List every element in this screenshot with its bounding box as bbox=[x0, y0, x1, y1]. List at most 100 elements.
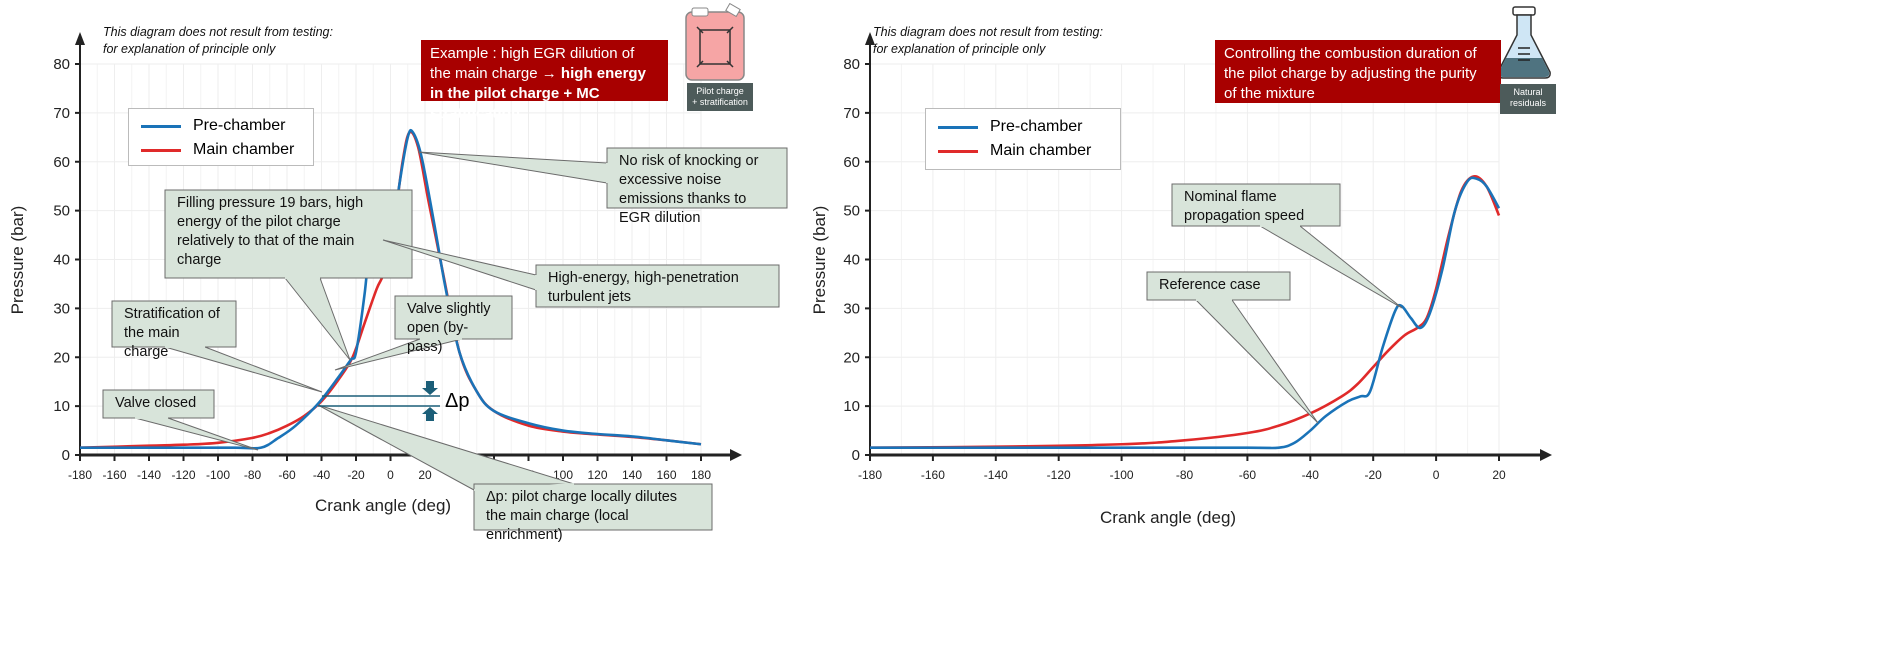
callout-pointer bbox=[382, 239, 537, 291]
callout-pointer bbox=[164, 346, 323, 393]
note-line: This diagram does not result from testin… bbox=[873, 25, 1103, 39]
caption-line: Pilot charge bbox=[696, 86, 744, 96]
jerrycan-icon bbox=[685, 2, 745, 81]
y-tick-label: 30 bbox=[53, 300, 70, 317]
callout-box bbox=[111, 300, 237, 348]
x-tick-label: 100 bbox=[553, 468, 573, 482]
red-box-bold-text: high energy in the pilot charge + MC str… bbox=[430, 65, 646, 122]
y-axis-arrow-icon bbox=[865, 32, 875, 45]
x-tick-label: 0 bbox=[1433, 468, 1440, 482]
y-tick-label: 50 bbox=[843, 203, 860, 220]
x-tick-label: -100 bbox=[1110, 468, 1134, 482]
y-tick-label: 0 bbox=[852, 447, 860, 464]
x-tick-label: 140 bbox=[622, 468, 642, 482]
caption-line: Natural bbox=[1513, 87, 1543, 97]
x-tick-label: -80 bbox=[244, 468, 262, 482]
legend-right: Pre-chamber Main chamber bbox=[925, 108, 1121, 170]
x-axis-label-right: Crank angle (deg) bbox=[1100, 508, 1237, 527]
y-tick-label: 80 bbox=[53, 56, 70, 73]
x-tick-label: -40 bbox=[1302, 468, 1320, 482]
x-tick-label: -120 bbox=[171, 468, 195, 482]
callout-pointer bbox=[1259, 225, 1403, 309]
icon-caption-left: Pilot charge + stratification bbox=[687, 83, 753, 111]
callout-nominal-flame: Nominal flame propagation speed bbox=[1184, 189, 1305, 224]
controlling-red-box: Controlling the combustion duration of t… bbox=[1215, 40, 1501, 103]
arrow-up-icon bbox=[422, 407, 438, 421]
note-line: This diagram does not result from testin… bbox=[103, 25, 333, 39]
y-tick-label: 20 bbox=[843, 349, 860, 366]
callout-box bbox=[606, 147, 788, 209]
chart-left: -180 -160 -140 -120 -100 -80 -60 -40 -20 0 20 40 60 8… bbox=[53, 32, 788, 531]
caption-line: + stratification bbox=[692, 97, 748, 107]
legend-item-pre-chamber: Pre-chamber bbox=[926, 115, 1120, 139]
y-tick-label: 10 bbox=[53, 398, 70, 415]
x-tick-label: 180 bbox=[691, 468, 711, 482]
x-tick-label: -180 bbox=[858, 468, 882, 482]
callout-box bbox=[164, 189, 413, 279]
caption-line: residuals bbox=[1509, 98, 1547, 108]
legend-label: Pre-chamber bbox=[990, 118, 1083, 135]
callout-box bbox=[394, 295, 513, 340]
x-tick-label: -160 bbox=[921, 468, 945, 482]
x-tick-label: -120 bbox=[1047, 468, 1071, 482]
y-axis-arrow-icon bbox=[75, 32, 85, 45]
y-tick-label: 10 bbox=[843, 398, 860, 415]
x-tick-label: -140 bbox=[137, 468, 161, 482]
callout-delta-p: Δp: pilot charge locally dilutes the mai… bbox=[486, 489, 678, 543]
callout-no-knock: No risk of knocking or excessive noise e… bbox=[619, 153, 759, 226]
x-tick-label: -140 bbox=[984, 468, 1008, 482]
callout-box bbox=[102, 389, 215, 419]
x-axis-label-left: Crank angle (deg) bbox=[315, 496, 452, 515]
y-tick-label: 0 bbox=[62, 447, 70, 464]
x-tick-label: -20 bbox=[347, 468, 365, 482]
example-red-box: Example : high EGR dilution of the main … bbox=[421, 40, 668, 122]
legend-item-main-chamber: Main chamber bbox=[926, 139, 1120, 163]
red-box-text: Example : high EGR dilution of the main … bbox=[430, 45, 635, 82]
callout-pointer bbox=[134, 417, 259, 451]
y-tick-label: 60 bbox=[53, 154, 70, 171]
x-tick-label: -60 bbox=[1239, 468, 1257, 482]
x-tick-label: -60 bbox=[278, 468, 296, 482]
callout-reference-case: Reference case bbox=[1159, 277, 1261, 293]
y-tick-label: 20 bbox=[53, 349, 70, 366]
disclaimer-note-left: This diagram does not result from testin… bbox=[103, 24, 333, 58]
callout-box bbox=[535, 264, 780, 308]
callout-stratification: Stratification of the main charge bbox=[124, 306, 220, 360]
y-tick-label: 70 bbox=[53, 105, 70, 122]
icon-caption-right: Natural residuals bbox=[1500, 84, 1556, 114]
legend-label: Main chamber bbox=[193, 141, 295, 158]
callout-pointer bbox=[317, 404, 575, 491]
legend-swatch bbox=[938, 149, 978, 153]
x-tick-label: 120 bbox=[587, 468, 607, 482]
x-tick-label: -160 bbox=[102, 468, 126, 482]
y-axis-label-left: Pressure (bar) bbox=[8, 205, 27, 315]
x-tick-label: 20 bbox=[418, 468, 432, 482]
note-line: for explanation of principle only bbox=[103, 42, 276, 56]
x-axis-arrow-icon bbox=[730, 449, 742, 461]
legend-item-main-chamber: Main chamber bbox=[129, 138, 313, 162]
x-tick-label: -20 bbox=[1365, 468, 1383, 482]
y-tick-label: 30 bbox=[843, 300, 860, 317]
arrow-down-icon bbox=[422, 381, 438, 395]
pre-chamber-line bbox=[870, 176, 1501, 450]
legend-label: Main chamber bbox=[990, 142, 1092, 159]
callout-pointer bbox=[284, 277, 351, 361]
x-tick-label: -40 bbox=[313, 468, 331, 482]
callout-turbulent-jets: High-energy, high-penetration turbulent … bbox=[548, 270, 739, 305]
note-line: for explanation of principle only bbox=[873, 42, 1046, 56]
x-axis-arrow-icon bbox=[1540, 449, 1552, 461]
legend-swatch bbox=[141, 148, 181, 152]
legend-item-pre-chamber: Pre-chamber bbox=[129, 114, 313, 138]
y-axis-label-right: Pressure (bar) bbox=[810, 205, 829, 315]
legend-label: Pre-chamber bbox=[193, 117, 286, 134]
callout-join bbox=[473, 483, 575, 491]
y-tick-label: 70 bbox=[843, 105, 860, 122]
x-tick-label: -100 bbox=[206, 468, 230, 482]
flask-icon bbox=[1497, 6, 1551, 79]
legend-left: Pre-chamber Main chamber bbox=[128, 108, 314, 166]
y-tick-label: 60 bbox=[843, 154, 860, 171]
callout-box bbox=[1171, 183, 1341, 227]
callout-filling-pressure: Filling pressure 19 bars, high energy of… bbox=[177, 195, 364, 268]
x-tick-label: 0 bbox=[387, 468, 394, 482]
